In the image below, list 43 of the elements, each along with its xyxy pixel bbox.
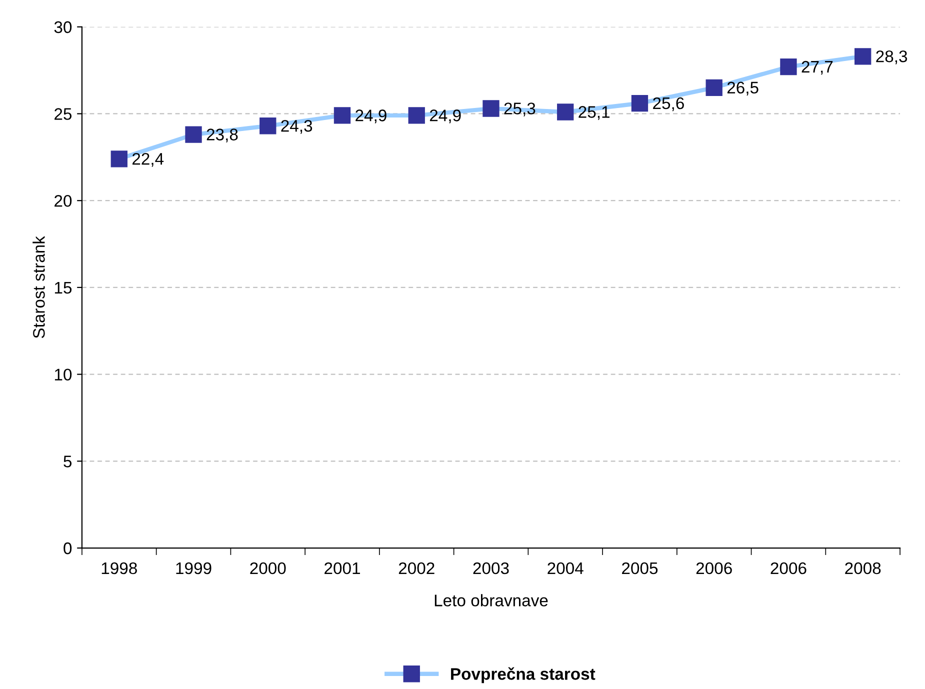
y-tick-label: 10	[54, 368, 72, 381]
point	[631, 94, 648, 112]
x-tick-label: 2002	[398, 562, 434, 574]
y-tick-label: 0	[64, 542, 72, 554]
point	[482, 100, 500, 117]
x-tick-label: 2000	[250, 562, 286, 574]
legend-label: Povprečna starost	[451, 667, 596, 684]
data-label: 24,9	[430, 110, 461, 124]
x-tick-label: 2003	[473, 562, 509, 574]
data-label: 24,3	[281, 120, 312, 134]
x-tick-label: 1999	[176, 562, 212, 574]
x-tick-label: 1998	[102, 562, 137, 574]
point	[185, 126, 202, 143]
point	[408, 107, 425, 124]
data-label: 27,7	[802, 60, 833, 75]
x-tick-label: 2001	[324, 562, 360, 574]
point	[780, 58, 797, 76]
y-tick-label: 15	[54, 282, 72, 294]
x-tick-label: 2008	[845, 562, 881, 574]
y-tick-label: 25	[54, 108, 72, 120]
data-label: 22,4	[132, 152, 164, 167]
point	[706, 79, 722, 96]
data-label: 24,9	[356, 110, 386, 124]
data-label: 28,3	[876, 50, 908, 64]
x-tick-label: 2005	[622, 562, 658, 574]
x-tick-label: 2006	[770, 562, 806, 574]
data-label: 25,6	[653, 97, 684, 112]
data-label: 26,5	[727, 82, 758, 96]
y-axis-title: Starost strank	[32, 236, 45, 338]
y-tick-label: 20	[54, 194, 72, 207]
point	[557, 104, 574, 120]
data-label: 25,3	[504, 102, 536, 116]
point	[110, 150, 128, 168]
x-tick-label: 2004	[548, 562, 584, 574]
x-tick-label: 2006	[696, 562, 732, 574]
y-tick-label: 5	[64, 456, 72, 468]
point	[334, 107, 351, 124]
data-label: 25,1	[578, 106, 610, 120]
point	[854, 48, 872, 65]
x-axis-title: Leto obravnave	[434, 594, 548, 606]
point	[260, 118, 276, 134]
y-tick-label: 30	[54, 21, 72, 34]
data-label: 23,8	[206, 128, 238, 142]
